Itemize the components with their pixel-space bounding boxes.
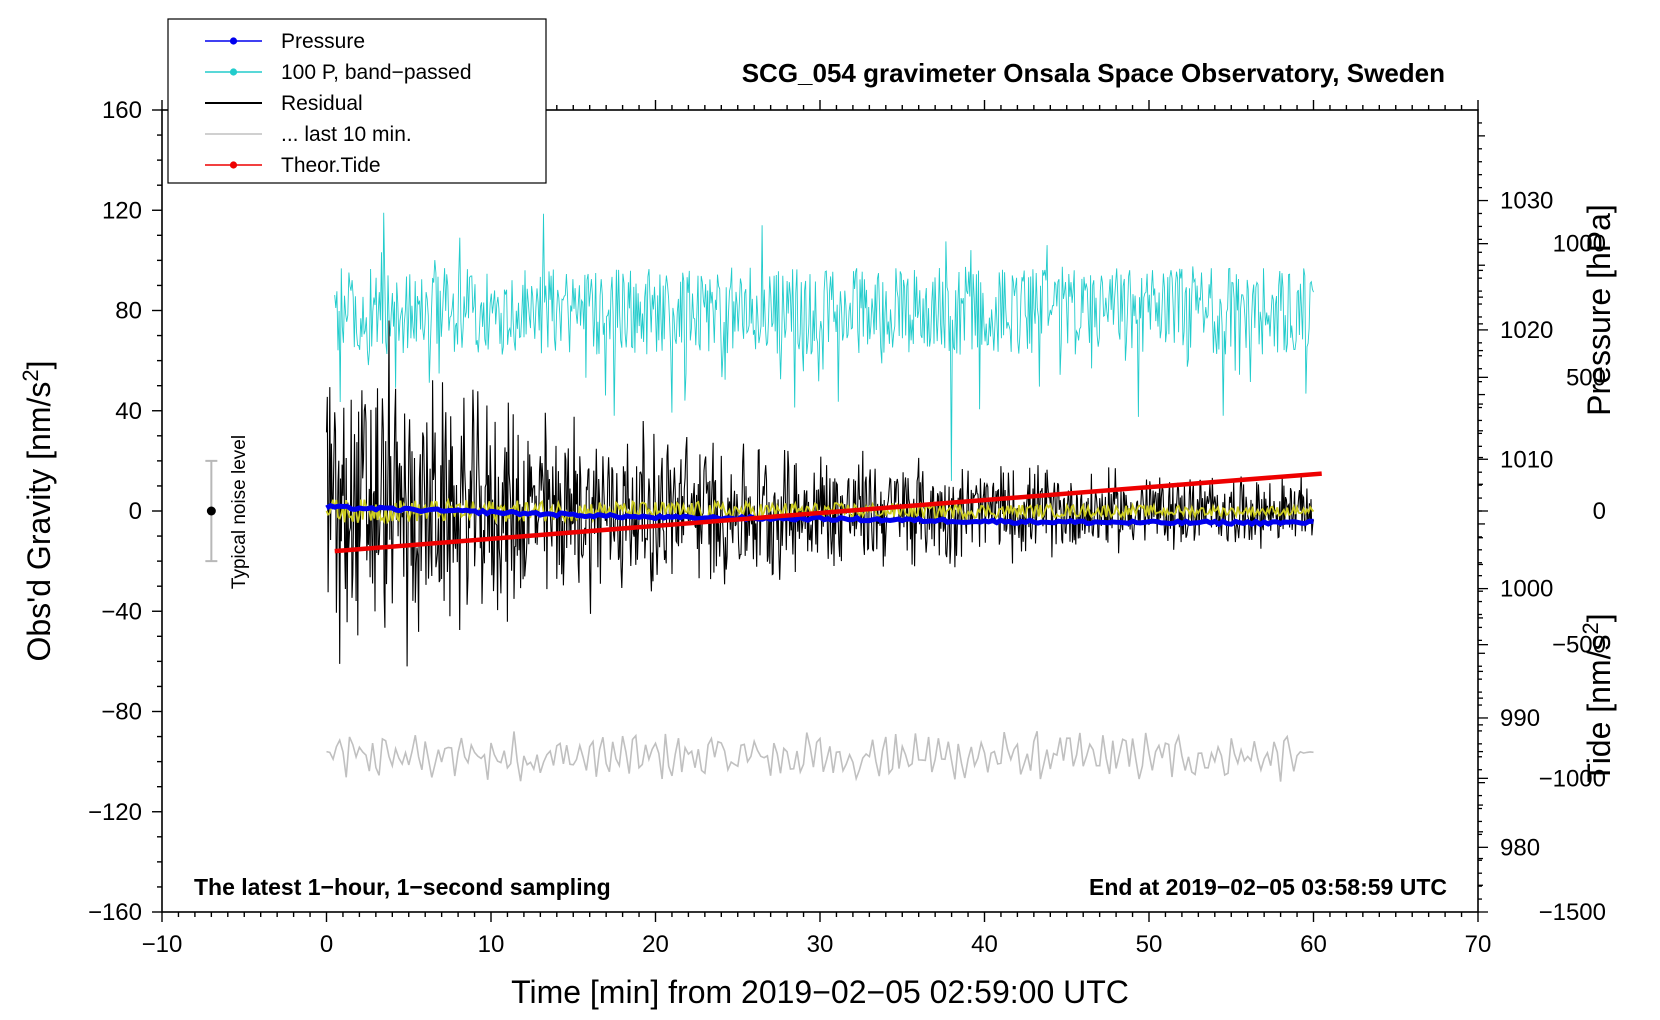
pressure-tick-label: 1000 xyxy=(1500,576,1553,603)
x-tick-label: 30 xyxy=(807,931,834,958)
y-tick-label: 0 xyxy=(129,498,142,525)
y-tick-label: −40 xyxy=(101,598,142,625)
series-theoretical-tide xyxy=(334,471,1322,554)
tide-tick-label: 1000 xyxy=(1553,231,1606,258)
tide-tick-label: −1000 xyxy=(1539,765,1606,792)
legend-label: Theor.Tide xyxy=(281,154,381,177)
x-tick-label: 20 xyxy=(642,931,669,958)
legend-label: Residual xyxy=(281,92,363,115)
tide-tick-label: −500 xyxy=(1552,632,1606,659)
series-residual xyxy=(325,320,1315,667)
pressure-tick-label: 990 xyxy=(1500,705,1540,732)
x-axis-title: Time [min] from 2019−02−05 02:59:00 UTC xyxy=(511,974,1129,1010)
y-tick-label: −80 xyxy=(101,699,142,726)
end-time-note: End at 2019−02−05 03:58:59 UTC xyxy=(1089,874,1447,900)
x-tick-label: 60 xyxy=(1300,931,1327,958)
tide-axis-title-close: ] xyxy=(1581,613,1617,622)
legend-marker xyxy=(229,37,238,45)
legend: Pressure 100 P, band−passed Residual ... la… xyxy=(167,18,547,184)
y-axis-title: Obs'd Gravity [nm/s2] xyxy=(18,360,57,661)
pressure-tick-label: 1030 xyxy=(1500,188,1553,215)
y-axis-title-main: Obs'd Gravity [nm/s xyxy=(21,382,57,662)
series-layer xyxy=(325,212,1322,782)
legend-label: Pressure xyxy=(281,30,365,53)
legend-marker xyxy=(229,161,238,169)
y-axis-ticks: −160 −120 −80 −40 0 40 80 120 160 xyxy=(88,97,162,926)
x-tick-label: 0 xyxy=(320,931,333,958)
pressure-tick-label: 980 xyxy=(1500,834,1540,861)
x-tick-label: −10 xyxy=(142,931,183,958)
noise-level-label: Typical noise level xyxy=(229,435,250,589)
x-tick-label: 50 xyxy=(1136,931,1163,958)
legend-label: 100 P, band−passed xyxy=(281,61,472,84)
pressure-tick-label: 1020 xyxy=(1500,317,1553,344)
noise-level-indicator xyxy=(205,459,218,563)
series-pressure xyxy=(325,502,1314,528)
tide-axis-ticks: −1500 −1000 −500 0 500 1000 xyxy=(1478,231,1606,926)
y-tick-label: −160 xyxy=(88,899,142,926)
series-last-10-min xyxy=(326,731,1314,782)
y-axis-title-close: ] xyxy=(21,360,57,369)
series-band-passed-pressure xyxy=(334,212,1314,481)
tide-tick-label: −1500 xyxy=(1539,899,1606,926)
chart-title: SCG_054 gravimeter Onsala Space Observat… xyxy=(742,58,1445,88)
tide-tick-label: 0 xyxy=(1593,498,1606,525)
pressure-tick-label: 1010 xyxy=(1500,446,1553,473)
y-tick-label: 40 xyxy=(115,398,142,425)
legend-marker xyxy=(229,68,238,76)
tide-tick-label: 500 xyxy=(1566,364,1606,391)
y-axis-title-sup: 2 xyxy=(18,369,43,381)
y-tick-label: 120 xyxy=(102,197,142,224)
legend-label: ... last 10 min. xyxy=(281,123,412,146)
tide-axis-title-sup: 2 xyxy=(1578,622,1603,634)
tide-axis-title-main: Tide [nm/s xyxy=(1581,634,1617,782)
x-tick-label: 10 xyxy=(478,931,505,958)
pressure-axis-title: Pressure [hPa] xyxy=(1581,204,1617,416)
legend-box xyxy=(167,18,547,184)
x-tick-label: 70 xyxy=(1465,931,1492,958)
y-tick-label: 80 xyxy=(115,298,142,325)
tide-axis-title: Tide [nm/s2] xyxy=(1578,613,1617,782)
noise-center-dot xyxy=(206,506,216,516)
pressure-axis-ticks: 980 990 1000 1010 1020 1030 xyxy=(1478,122,1553,900)
x-tick-label: 40 xyxy=(971,931,998,958)
y-tick-label: 160 xyxy=(102,97,142,124)
y-tick-label: −120 xyxy=(88,799,142,826)
sampling-note: The latest 1−hour, 1−second sampling xyxy=(194,874,611,900)
